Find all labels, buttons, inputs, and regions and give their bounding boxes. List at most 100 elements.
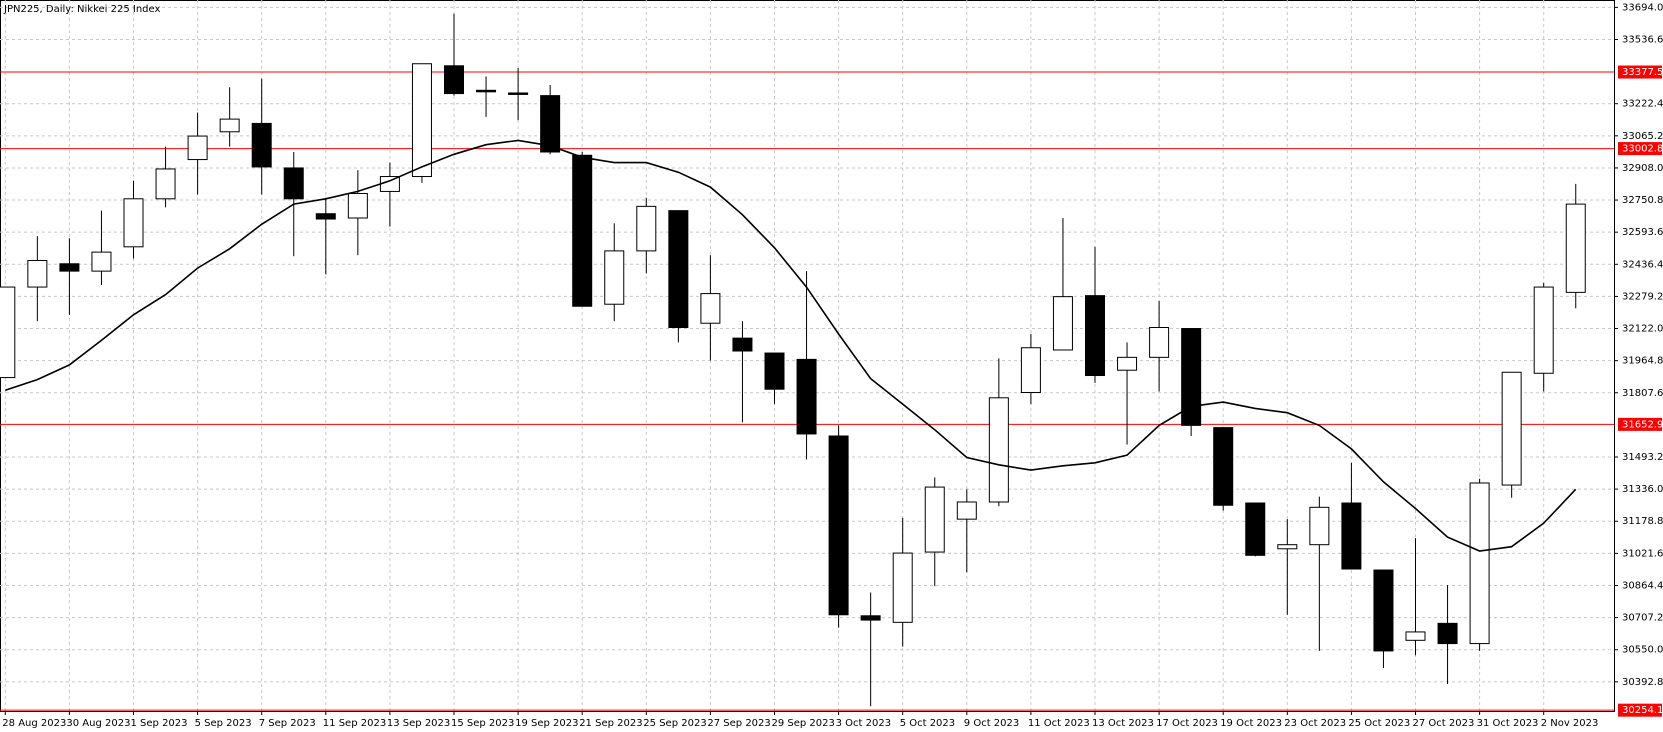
candle-body: [59, 263, 80, 272]
x-tick-label: 1 Sep 2023: [131, 718, 188, 729]
candle-body: [187, 135, 208, 161]
level-label: 33002.8: [1622, 144, 1663, 155]
candle-body: [1565, 203, 1586, 293]
x-tick-label: 3 Oct 2023: [836, 718, 891, 729]
candle-body: [315, 213, 336, 220]
candle-body: [796, 358, 817, 435]
candle-body: [347, 192, 368, 219]
candle-body: [219, 118, 240, 133]
candle-body: [892, 552, 913, 623]
level-label: 31652.9: [1622, 419, 1663, 430]
y-tick-label: 31021.6: [1622, 548, 1663, 559]
level-label: 30254.1: [1622, 705, 1663, 716]
y-tick-label: 30864.4: [1622, 580, 1663, 591]
candle-body: [1309, 506, 1330, 546]
chart-title: JPN225, Daily: Nikkei 225 Index: [3, 4, 160, 15]
y-tick-label: 30707.2: [1622, 613, 1663, 624]
candle-body: [1020, 347, 1041, 393]
y-tick-label: 32908.0: [1622, 163, 1663, 174]
level-label-bg: [1618, 65, 1662, 79]
x-tick-label: 31 Oct 2023: [1477, 718, 1539, 729]
x-tick-label: 27 Sep 2023: [707, 718, 770, 729]
candle-body: [1405, 631, 1426, 641]
marks: [0, 13, 1586, 707]
x-tick-label: 13 Oct 2023: [1092, 718, 1154, 729]
y-tick-label: 33536.6: [1622, 35, 1663, 46]
y-tick-label: 33065.2: [1622, 131, 1663, 142]
candle-body: [1437, 622, 1458, 645]
candle-body: [1277, 544, 1298, 550]
candle-body: [1501, 371, 1522, 486]
candle-body: [1341, 502, 1362, 570]
x-tick-label: 29 Sep 2023: [772, 718, 835, 729]
candle-body: [540, 95, 561, 153]
y-tick-label: 31493.2: [1622, 452, 1663, 463]
candle-body: [732, 337, 753, 352]
candle-body: [508, 92, 529, 95]
candle-body: [476, 89, 497, 93]
candle-body: [1469, 482, 1490, 645]
candle-body: [924, 486, 945, 553]
candle-body: [604, 250, 625, 305]
x-tick-label: 13 Sep 2023: [387, 718, 450, 729]
level-label-bg: [1618, 703, 1662, 717]
x-tick-label: 27 Oct 2023: [1413, 718, 1475, 729]
candle-body: [572, 154, 593, 307]
level-label-bg: [1618, 417, 1662, 431]
candle-body: [764, 352, 785, 390]
candle-body: [1085, 295, 1105, 377]
candle-body: [1213, 427, 1234, 506]
candle-body: [1149, 327, 1170, 358]
candle-body: [1245, 502, 1266, 556]
x-tick-label: 11 Sep 2023: [323, 718, 386, 729]
x-tick-label: 2 Nov 2023: [1541, 718, 1599, 729]
candle-body: [251, 122, 272, 168]
y-tick-label: 31178.8: [1622, 516, 1663, 527]
candle-body: [444, 65, 464, 95]
candle-body: [27, 259, 48, 288]
x-tick-label: 9 Oct 2023: [964, 718, 1019, 729]
x-tick-label: 17 Oct 2023: [1156, 718, 1218, 729]
candle-body: [988, 397, 1009, 503]
y-tick-label: 30392.8: [1622, 677, 1663, 688]
candle-body: [636, 205, 657, 252]
x-tick-label: 30 Aug 2023: [66, 718, 130, 729]
candle-body: [668, 210, 689, 329]
candle-body: [1052, 296, 1073, 351]
y-tick-label: 32750.8: [1622, 195, 1663, 206]
candle-body: [0, 286, 16, 379]
candle-body: [1117, 356, 1138, 371]
level-label: 33377.5: [1622, 67, 1663, 78]
x-tick-label: 5 Oct 2023: [900, 718, 955, 729]
candle-body: [860, 615, 881, 621]
moving-average-line: [5, 139, 1577, 552]
x-tick-label: 25 Oct 2023: [1348, 718, 1410, 729]
x-tick-label: 7 Sep 2023: [259, 718, 316, 729]
candle-body: [828, 435, 849, 616]
y-tick-label: 32436.4: [1622, 259, 1663, 270]
x-tick-label: 5 Sep 2023: [195, 718, 252, 729]
candle-body: [123, 198, 144, 248]
y-tick-label: 32279.2: [1622, 291, 1663, 302]
x-tick-label: 28 Aug 2023: [2, 718, 66, 729]
plot-frame: [0, 0, 1615, 712]
y-tick-label: 31336.0: [1622, 484, 1663, 495]
candle-body: [91, 251, 112, 272]
y-tick-label: 31964.8: [1622, 356, 1663, 367]
candle-body: [283, 167, 304, 200]
x-tick-label: 19 Oct 2023: [1220, 718, 1282, 729]
y-tick-label: 32122.0: [1622, 324, 1663, 335]
x-tick-label: 23 Oct 2023: [1284, 718, 1346, 729]
x-tick-label: 19 Sep 2023: [515, 718, 578, 729]
candle-body: [956, 501, 977, 520]
candle-body: [1533, 286, 1554, 374]
y-tick-label: 33222.4: [1622, 99, 1663, 110]
candle-body: [700, 293, 721, 324]
x-tick-label: 11 Oct 2023: [1028, 718, 1090, 729]
candle-body: [1373, 569, 1394, 652]
y-tick-label: 33694.0: [1622, 2, 1663, 13]
y-tick-label: 30550.0: [1622, 645, 1663, 656]
x-tick-label: 15 Sep 2023: [451, 718, 514, 729]
candle-body: [1181, 328, 1202, 426]
